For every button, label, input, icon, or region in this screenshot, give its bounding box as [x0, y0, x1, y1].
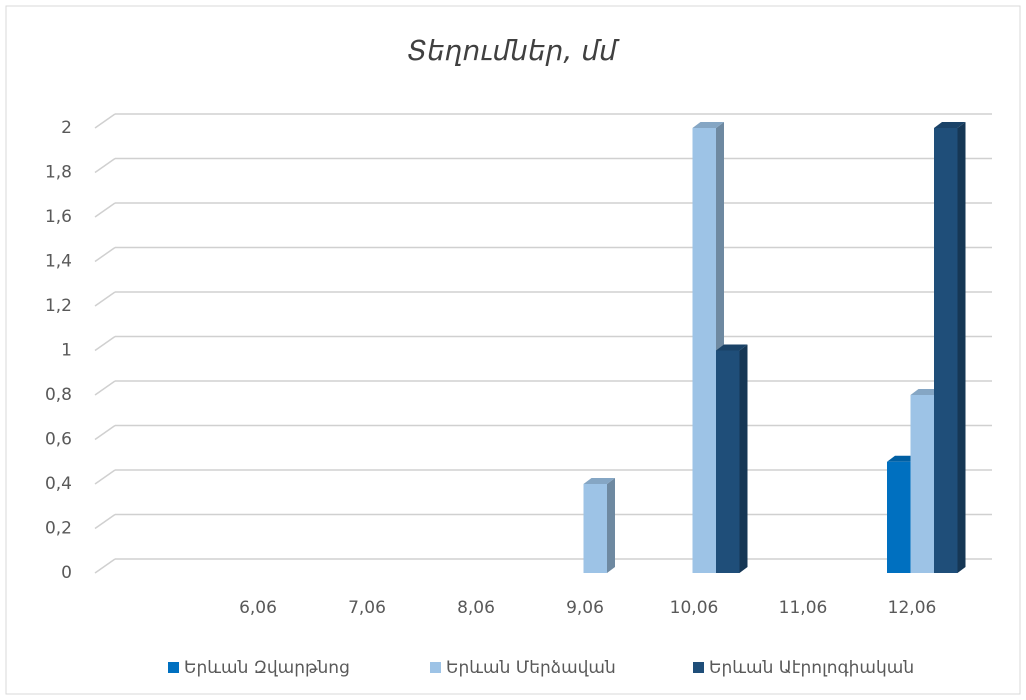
bar	[692, 128, 716, 573]
legend-swatch	[168, 662, 179, 673]
grid-line	[94, 202, 116, 218]
bar	[583, 484, 607, 573]
bar	[887, 461, 911, 573]
x-tick-label: 8,06	[457, 598, 495, 618]
bar-top	[692, 122, 724, 128]
x-tick-label: 6,06	[239, 598, 277, 618]
legend-label: Երևան Զվարթնոց	[184, 658, 350, 678]
y-tick-label: 1,2	[45, 296, 72, 316]
grid-line	[94, 335, 116, 352]
grid-line	[94, 113, 116, 129]
bar-top	[583, 478, 615, 484]
legend-label: Երևան Աէրոլոգիական	[709, 658, 914, 678]
legend-swatch	[430, 662, 441, 673]
bar-side	[607, 478, 615, 573]
y-tick-label: 1,6	[45, 207, 72, 227]
x-tick-label: 11,06	[779, 598, 828, 618]
x-tick-label: 7,06	[348, 598, 386, 618]
bar	[716, 350, 740, 573]
y-tick-label: 2	[61, 118, 72, 138]
grid-line	[94, 291, 116, 307]
x-tick-label: 10,06	[670, 598, 719, 618]
y-tick-label: 0,6	[45, 430, 72, 450]
y-tick-label: 1,8	[45, 163, 72, 183]
bar-side	[739, 344, 748, 573]
legend-swatch	[693, 662, 704, 673]
y-tick-label: 0,8	[45, 385, 72, 405]
bar	[910, 395, 934, 573]
legend-label: Երևան Մերձավան	[446, 658, 616, 678]
grid-line	[94, 558, 116, 574]
y-tick-label: 0,2	[45, 519, 72, 539]
grid-line	[94, 246, 116, 263]
y-tick-label: 1	[61, 341, 72, 361]
x-tick-label: 12,06	[888, 598, 937, 618]
chart-title: Տեղումներ, մմ	[407, 34, 620, 67]
bar-side	[957, 122, 966, 573]
bar-top	[716, 344, 748, 351]
grid-line	[94, 424, 116, 441]
chart-frame	[5, 5, 1021, 695]
grid-line	[94, 380, 116, 396]
grid-line	[94, 469, 116, 485]
grid-line	[94, 157, 116, 174]
y-tick-label: 0	[61, 563, 72, 583]
bar-top	[934, 122, 966, 128]
bar	[934, 128, 958, 573]
y-tick-label: 1,4	[45, 252, 72, 272]
y-tick-label: 0,4	[45, 474, 72, 494]
grid-line	[94, 513, 116, 530]
x-tick-label: 9,06	[566, 598, 604, 618]
